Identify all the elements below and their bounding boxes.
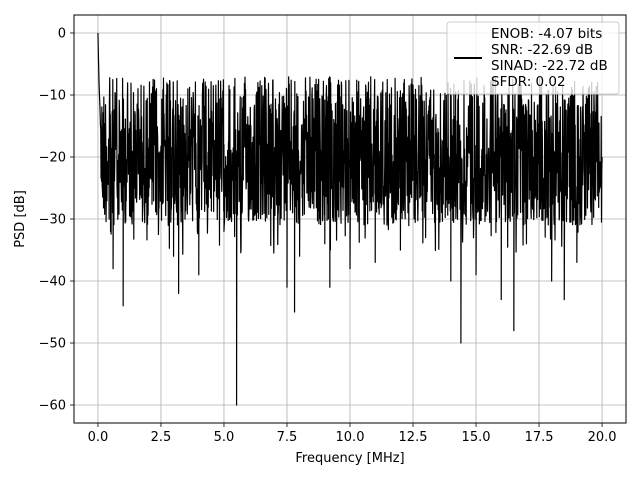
psd-series-line [97,32,603,406]
y-tick-label: −40 [39,275,66,290]
y-tick-label: −50 [39,337,66,352]
legend-sinad: SINAD: -22.72 dB [491,58,608,74]
x-axis-label: Frequency [MHz] [295,451,404,466]
x-tick-label: 20.0 [588,430,617,445]
y-axis-label: PSD [dB] [13,190,28,248]
legend-enob: ENOB: -4.07 bits [491,26,602,42]
data-layer [97,32,603,406]
x-tick-label: 12.5 [399,430,428,445]
y-tick-label: −30 [39,213,66,228]
x-tick-label: 17.5 [525,430,554,445]
y-tick-label: −20 [39,150,66,165]
legend-box [446,21,620,95]
x-tick-label: 10.0 [336,430,365,445]
x-tick-label: 5.0 [214,430,235,445]
y-ticks: 0 −10 −20 −30 −40 −50 −60 [39,26,74,414]
x-ticks: 0.0 2.5 5.0 7.5 10.0 12.5 15.0 17.5 20.0 [88,423,617,445]
y-tick-label: −60 [39,399,66,414]
legend-snr: SNR: -22.69 dB [491,42,593,58]
legend: ENOB: -4.07 bits SNR: -22.69 dB SINAD: -… [446,21,620,95]
x-tick-label: 15.0 [462,430,491,445]
x-tick-label: 7.5 [277,430,298,445]
y-tick-label: 0 [58,26,66,41]
y-tick-label: −10 [39,88,66,103]
x-tick-label: 0.0 [88,430,109,445]
legend-sfdr: SFDR: 0.02 [491,74,566,90]
x-tick-label: 2.5 [151,430,172,445]
